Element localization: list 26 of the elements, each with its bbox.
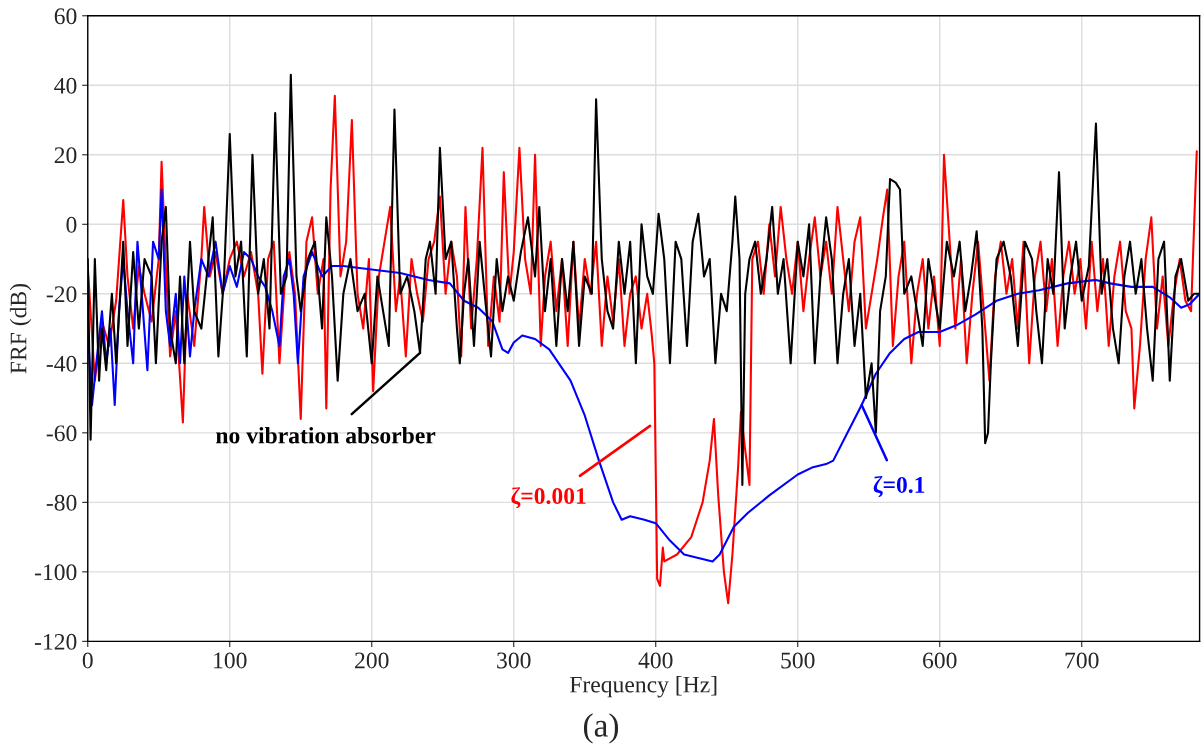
x-tick-label: 200	[355, 652, 389, 669]
y-tick-label: -120	[34, 633, 77, 650]
y-axis-title: FRF (dB)	[9, 284, 32, 374]
y-tick-label: -100	[34, 564, 77, 581]
y-tick-label: -40	[46, 355, 77, 372]
x-tick-label: 700	[1065, 652, 1099, 669]
y-tick-label: -20	[46, 286, 77, 303]
x-tick-label: 100	[214, 652, 247, 669]
x-tick-label: 600	[923, 652, 957, 669]
x-tick-label: 0	[82, 652, 93, 669]
y-tick-label: -80	[46, 494, 77, 511]
annotation: no vibration absorber	[216, 426, 436, 444]
y-tick-label: 60	[54, 8, 77, 25]
x-axis-title: Frequency [Hz]	[569, 675, 717, 698]
y-tick-label: 20	[54, 147, 77, 164]
annotation: ζ=0.1	[873, 476, 925, 498]
x-tick-label: 500	[781, 652, 815, 669]
x-tick-label: 400	[638, 652, 673, 669]
text: (a)	[583, 713, 619, 744]
line-series	[87, 94, 1198, 605]
x-tick-label: 300	[497, 652, 531, 669]
y-tick-label: 0	[66, 216, 77, 233]
annotation: ζ=0.001	[511, 487, 586, 509]
y-tick-label: -60	[46, 425, 77, 442]
y-tick-label: 40	[54, 77, 77, 94]
line-series	[87, 188, 1200, 563]
